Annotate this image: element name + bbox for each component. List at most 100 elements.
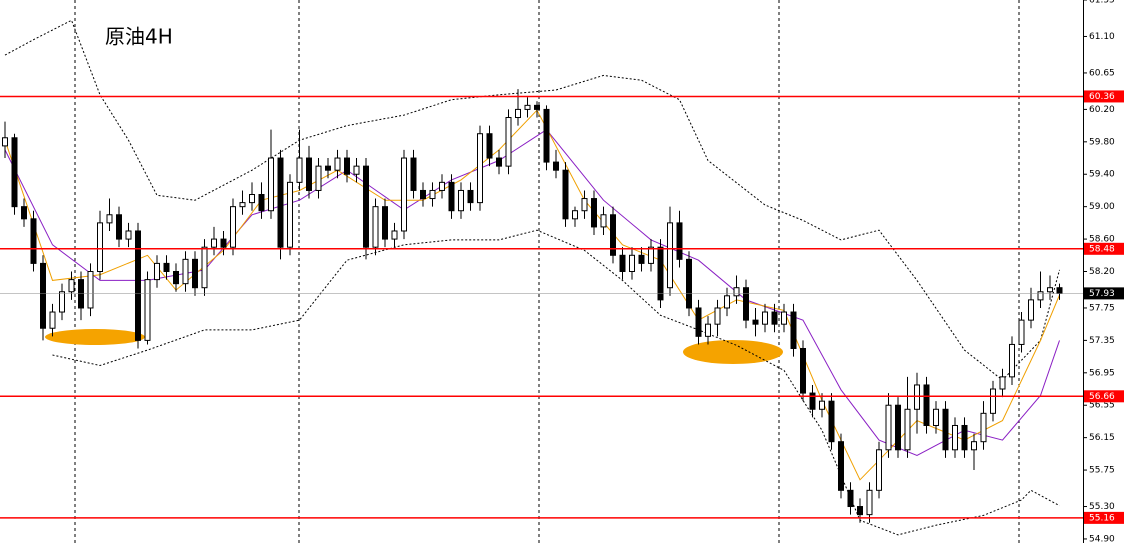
candle-body	[448, 181, 455, 212]
candle-body	[705, 323, 711, 337]
candle-body	[477, 133, 483, 204]
candle-body	[78, 279, 84, 309]
candle-body	[619, 254, 626, 273]
candle-body	[781, 311, 787, 325]
candle-body	[372, 206, 379, 248]
highlight-ellipse	[683, 340, 783, 364]
candle-body	[895, 404, 901, 451]
candle-body	[686, 258, 692, 309]
candle-body	[296, 157, 303, 183]
candle-body	[325, 165, 331, 171]
candle-body	[230, 206, 236, 248]
candle-body	[847, 489, 854, 508]
level-tag	[1084, 390, 1124, 403]
level-label: 55.16	[1089, 513, 1115, 523]
candle-body	[30, 218, 37, 264]
candle-body	[391, 230, 398, 240]
candle-body	[648, 246, 654, 264]
candle-body	[211, 238, 217, 248]
candle-body	[429, 189, 436, 200]
candle-body	[306, 157, 312, 191]
candle-body	[87, 271, 94, 309]
candle-body	[534, 104, 540, 110]
candle-body	[97, 222, 103, 273]
candle-body	[467, 189, 474, 204]
candle-body	[258, 194, 265, 212]
candle-body	[942, 408, 949, 451]
candle-body	[154, 262, 160, 281]
y-tick-label: 55.75	[1089, 466, 1115, 476]
y-tick-label: 57.35	[1089, 336, 1115, 346]
candle-body	[990, 388, 996, 414]
y-tick-label: 59.40	[1089, 170, 1115, 180]
candle-body	[819, 400, 825, 410]
candle-body	[163, 262, 170, 272]
candle-body	[857, 506, 863, 516]
candle-body	[401, 157, 407, 232]
level-label: 56.66	[1089, 392, 1115, 402]
candle-body	[410, 157, 417, 191]
candle-body	[800, 347, 806, 394]
candle-body	[562, 169, 569, 220]
level-label: 58.48	[1089, 244, 1115, 254]
candle-body	[68, 279, 75, 293]
candle-body	[904, 408, 911, 451]
candle-body	[420, 189, 426, 200]
candle-body	[353, 165, 360, 175]
candle-body	[439, 181, 445, 191]
band-line	[4, 19, 1060, 381]
candle-body	[363, 165, 369, 248]
candle-body	[676, 222, 683, 260]
candle-body	[182, 258, 189, 285]
candle-body	[220, 238, 227, 248]
candle-body	[106, 214, 113, 224]
candle-body	[923, 384, 930, 426]
candle-body	[762, 311, 768, 325]
candle-body	[572, 210, 578, 220]
candle-body	[543, 108, 550, 163]
y-tick-label: 60.20	[1089, 105, 1115, 115]
candle-body	[591, 198, 597, 228]
candle-body	[714, 307, 721, 325]
candle-body	[638, 254, 645, 264]
candle-body	[287, 181, 293, 248]
candle-body	[600, 214, 607, 228]
candle-body	[667, 222, 673, 289]
candle-body	[144, 279, 151, 341]
candle-body	[629, 254, 635, 273]
time-separators	[74, 0, 1020, 543]
y-tick-label: 55.30	[1089, 502, 1115, 512]
candle-body	[980, 412, 987, 443]
candle-body	[11, 137, 18, 208]
candle-body	[125, 230, 132, 240]
candle-body	[458, 189, 464, 212]
y-tick-label: 57.75	[1089, 303, 1115, 313]
candle-body	[249, 194, 255, 204]
candle-body	[515, 108, 521, 119]
candle-body	[828, 400, 835, 443]
level-tag	[1084, 242, 1124, 255]
y-tick-label: 59.00	[1089, 202, 1115, 212]
candle-body	[268, 157, 274, 212]
y-tick-label: 58.60	[1089, 235, 1115, 245]
candle-body	[771, 311, 778, 325]
candle-body	[695, 307, 702, 337]
candle-body	[135, 230, 141, 341]
candle-body	[344, 157, 350, 175]
candle-body	[743, 287, 749, 321]
y-tick-label: 56.95	[1089, 368, 1115, 378]
candle-body	[790, 311, 797, 349]
candle-body	[610, 214, 616, 256]
candle-body	[961, 424, 968, 451]
candle-body	[1018, 319, 1025, 345]
candle-body	[733, 287, 740, 297]
price-label: 57.93	[1089, 289, 1115, 299]
price-tag	[1084, 287, 1124, 300]
candle-body	[933, 408, 939, 426]
candle-body	[2, 137, 8, 147]
candle-body	[315, 165, 322, 191]
candle-body	[239, 202, 246, 208]
y-tick-label: 61.55	[1089, 0, 1115, 6]
candle-body	[173, 271, 179, 285]
candle-body	[553, 161, 559, 171]
